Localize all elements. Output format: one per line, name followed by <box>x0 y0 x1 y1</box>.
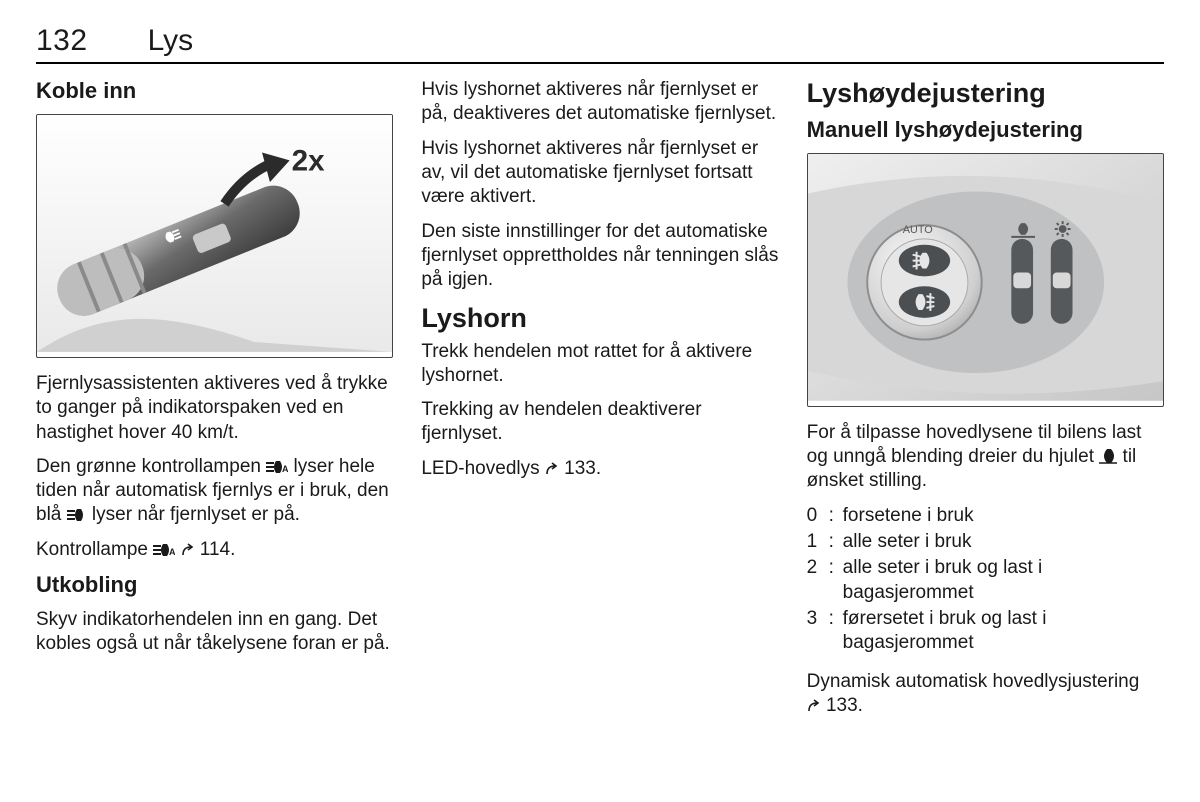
para-c2-3: Den siste innstillinger for det automati… <box>421 220 778 293</box>
column-3: Lyshøydejustering Manuell lyshøydejuster… <box>807 78 1164 728</box>
xref-133-b: 133 <box>807 695 858 716</box>
highbeam-auto-icon: A <box>266 456 288 477</box>
list-item: 2:alle seter i bruk og last i bagasjerom… <box>807 556 1164 605</box>
list-item: 3:førersetet i bruk og last i bagasjerom… <box>807 607 1164 656</box>
column-2: Hvis lyshornet aktiveres når fjernlyset … <box>421 78 778 728</box>
para-c3-2: Dynamisk automatisk hovedlysjustering 13… <box>807 670 1164 719</box>
heading-lyshorn: Lyshorn <box>421 303 778 334</box>
xref-114: 114 <box>181 539 231 560</box>
para-c2-1: Hvis lyshornet aktiveres når fjernlyset … <box>421 78 778 127</box>
para-activate: Fjernlysassistenten aktiveres ved å tryk… <box>36 372 393 445</box>
list-item: 1:alle seter i bruk <box>807 530 1164 554</box>
xref-arrow-icon <box>545 458 559 479</box>
para-c2-2: Hvis lyshornet aktiveres når fjernlyset … <box>421 137 778 210</box>
manual-page: 132 Lys Koble inn <box>0 0 1200 802</box>
chapter-title: Lys <box>148 24 194 58</box>
xref-133-a: 133 <box>545 458 596 479</box>
page-number: 132 <box>36 24 88 58</box>
svg-text:2x: 2x <box>292 144 325 177</box>
column-1: Koble inn <box>36 78 393 728</box>
highbeam-icon <box>67 504 87 525</box>
columns: Koble inn <box>36 78 1164 728</box>
para-c3-1: For å tilpasse hovedlysene til bilens la… <box>807 421 1164 494</box>
svg-text:AUTO: AUTO <box>902 224 932 236</box>
list-item: 0:forsetene i bruk <box>807 504 1164 528</box>
para-c2-5: Trekking av hendelen deaktiverer fjernly… <box>421 398 778 447</box>
heading-manuell: Manuell lyshøydejustering <box>807 117 1164 143</box>
para-utkobling: Skyv indikatorhendelen inn en gang. Det … <box>36 608 393 657</box>
xref-arrow-icon <box>807 695 821 716</box>
heading-koble-inn: Koble inn <box>36 78 393 104</box>
figure-indicator-stalk: 2x <box>36 114 393 358</box>
page-header: 132 Lys <box>36 24 1164 64</box>
heading-lyshoydejustering: Lyshøydejustering <box>807 78 1164 109</box>
para-lamps: Den grønne kontrollampen A lyser hele ti… <box>36 455 393 528</box>
heading-utkobling: Utkobling <box>36 572 393 598</box>
para-c2-6: LED-hovedlys 133. <box>421 457 778 481</box>
para-kontrollampe: Kontrollampe A 114. <box>36 538 393 562</box>
level-list: 0:forsetene i bruk 1:alle seter i bruk 2… <box>807 504 1164 656</box>
headlight-level-icon <box>1099 446 1117 467</box>
highbeam-auto-icon: A <box>153 539 175 560</box>
para-c2-4: Trekk hendelen mot rattet for å aktivere… <box>421 340 778 389</box>
figure-headlight-dial: AUTO <box>807 153 1164 407</box>
xref-arrow-icon <box>181 539 195 560</box>
